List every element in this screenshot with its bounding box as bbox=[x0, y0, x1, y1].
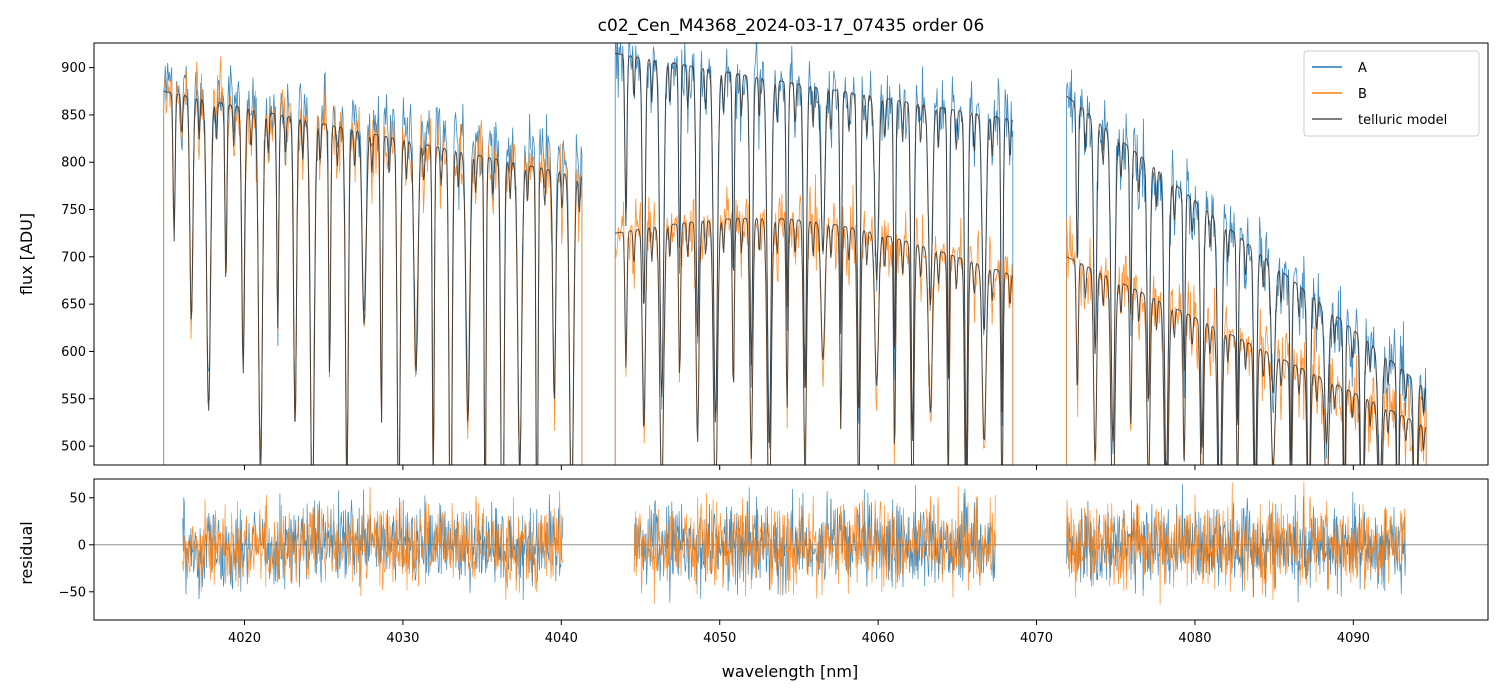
x-tick-label: 4050 bbox=[703, 631, 736, 646]
residual-y-axis-label: residual bbox=[17, 521, 36, 584]
flux-panel: 500 550 600 650 700 750 800 850 900 flux [ADU] bbox=[17, 42, 1489, 470]
x-tick-label: 4070 bbox=[1020, 631, 1053, 646]
y-tick-label: 700 bbox=[61, 250, 86, 265]
y-tick-label: −50 bbox=[59, 585, 86, 600]
flux-plot-area bbox=[163, 43, 1427, 465]
x-tick-label: 4090 bbox=[1337, 631, 1370, 646]
legend-box bbox=[1303, 50, 1480, 137]
telluric-model-b-segment-1 bbox=[163, 90, 583, 465]
x-tick-label: 4020 bbox=[228, 631, 261, 646]
x-tick-label: 4040 bbox=[545, 631, 578, 646]
flux-y-ticks: 500 550 600 650 700 750 800 850 900 bbox=[61, 61, 94, 455]
y-tick-label: 800 bbox=[61, 156, 86, 171]
legend-label-telluric: telluric model bbox=[1358, 113, 1447, 128]
x-tick-label: 4060 bbox=[862, 631, 895, 646]
residual-x-ticks: 4020 4030 4040 4050 4060 4070 4080 4090 bbox=[228, 620, 1370, 646]
residual-b-segment-3 bbox=[1066, 481, 1406, 605]
residual-b-segment-1 bbox=[182, 487, 564, 601]
legend-label-a: A bbox=[1358, 61, 1367, 76]
y-tick-label: 500 bbox=[61, 440, 86, 455]
flux-axes-frame bbox=[93, 42, 1489, 466]
y-tick-label: 550 bbox=[61, 392, 86, 407]
series-a-flux-segment-3 bbox=[1066, 69, 1427, 465]
residual-y-ticks: −50 0 50 bbox=[59, 491, 94, 600]
y-tick-label: 600 bbox=[61, 345, 86, 360]
chart-title: c02_Cen_M4368_2024-03-17_07435 order 06 bbox=[598, 16, 985, 36]
residual-b-segment-2 bbox=[633, 486, 996, 604]
x-axis-label: wavelength [nm] bbox=[722, 662, 859, 681]
y-tick-label: 900 bbox=[61, 61, 86, 76]
y-tick-label: 750 bbox=[61, 203, 86, 218]
y-tick-label: 650 bbox=[61, 298, 86, 313]
y-tick-label: 850 bbox=[61, 108, 86, 123]
series-b-flux-segment-1 bbox=[163, 56, 583, 465]
telluric-model-a-segment-3 bbox=[1066, 95, 1427, 465]
telluric-model-a-segment-2 bbox=[615, 52, 1014, 465]
y-tick-label: 0 bbox=[78, 538, 86, 553]
y-tick-label: 50 bbox=[69, 491, 86, 506]
residual-axes-frame bbox=[93, 478, 1489, 621]
x-tick-label: 4080 bbox=[1178, 631, 1211, 646]
residual-plot-area bbox=[94, 481, 1488, 605]
flux-x-ticks bbox=[243, 465, 1354, 470]
telluric-model-b-segment-2 bbox=[615, 217, 1014, 465]
legend: A B telluric model bbox=[1303, 50, 1480, 137]
legend-label-b: B bbox=[1358, 87, 1367, 102]
x-tick-label: 4030 bbox=[386, 631, 419, 646]
flux-y-axis-label: flux [ADU] bbox=[17, 213, 36, 295]
telluric-model-b-segment-3 bbox=[1066, 256, 1427, 465]
